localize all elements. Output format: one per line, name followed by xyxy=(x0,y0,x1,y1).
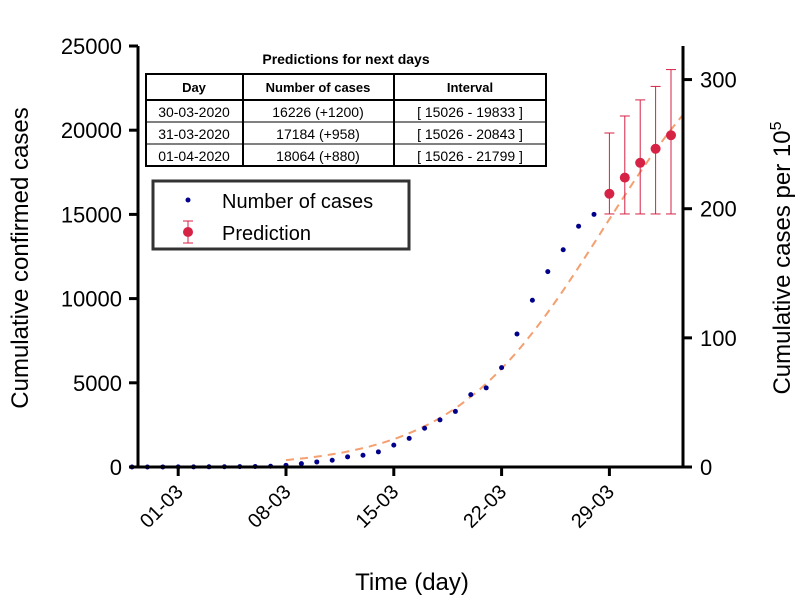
case-point xyxy=(499,365,505,371)
case-point xyxy=(545,269,551,275)
x-ticks: 01-03 08-03 15-03 22-03 29-03 xyxy=(136,467,619,533)
y2-axis-label-text: Cumulative cases per 10 xyxy=(769,130,796,394)
case-point xyxy=(314,459,320,465)
legend: Number of cases Prediction xyxy=(151,179,411,251)
case-point xyxy=(468,392,474,398)
y-tick-label: 0 xyxy=(110,455,122,480)
x-tick-label: 01-03 xyxy=(136,481,188,533)
table-cell: 17184 (+958) xyxy=(276,126,360,142)
y2-tick-label: 0 xyxy=(700,455,712,480)
case-point xyxy=(422,425,428,431)
y2-tick-label: 300 xyxy=(700,68,737,93)
legend-cases-label: Number of cases xyxy=(222,191,373,213)
x-tick-label: 29-03 xyxy=(567,481,619,533)
table-cell: [ 15026 - 21799 ] xyxy=(417,148,523,164)
x-tick-label: 22-03 xyxy=(459,481,511,533)
y-tick-label: 25000 xyxy=(61,34,122,59)
case-point xyxy=(406,435,412,441)
axes xyxy=(136,46,685,469)
case-point xyxy=(483,385,489,391)
table-cell: 18064 (+880) xyxy=(276,148,360,164)
y-tick-label: 15000 xyxy=(61,202,122,227)
table-cell: [ 15026 - 20843 ] xyxy=(417,126,523,142)
legend-cases-marker xyxy=(185,197,191,203)
table-header-interval: Interval xyxy=(447,80,493,95)
case-point xyxy=(437,417,443,423)
case-point xyxy=(360,452,366,458)
case-point xyxy=(298,461,304,467)
y2-axis-label-sup: 5 xyxy=(768,121,785,130)
case-point xyxy=(529,297,535,303)
table-title: Predictions for next days xyxy=(262,51,429,67)
case-point xyxy=(591,211,597,217)
prediction-point xyxy=(619,172,630,183)
table-cell: [ 15026 - 19833 ] xyxy=(417,104,523,120)
error-bars-layer xyxy=(604,69,676,215)
y-axis-label: Cumulative confirmed cases xyxy=(7,107,34,408)
legend-prediction-marker xyxy=(183,227,193,237)
table-cell: 30-03-2020 xyxy=(158,104,230,120)
prediction-point xyxy=(650,143,661,154)
y2-tick-label: 100 xyxy=(700,326,737,351)
table-header-day: Day xyxy=(182,80,207,95)
x-tick-label: 08-03 xyxy=(244,481,296,533)
prediction-point xyxy=(666,130,676,141)
table-cell: 01-04-2020 xyxy=(158,148,230,164)
prediction-point xyxy=(604,188,615,199)
prediction-point xyxy=(635,157,646,168)
x-axis-label: Time (day) xyxy=(355,569,469,596)
table-header-cases: Number of cases xyxy=(266,80,371,95)
case-point xyxy=(514,331,520,337)
prediction-table: Predictions for next days Day Number of … xyxy=(145,51,547,167)
case-point xyxy=(375,449,381,455)
legend-box xyxy=(151,179,411,251)
table-cell: 16226 (+1200) xyxy=(272,104,363,120)
case-point xyxy=(329,457,335,463)
case-point xyxy=(391,442,397,448)
y-tick-label: 20000 xyxy=(61,118,122,143)
x-tick-label: 15-03 xyxy=(352,481,404,533)
y2-tick-label: 200 xyxy=(700,197,737,222)
case-point xyxy=(452,408,458,414)
table-border xyxy=(145,73,547,167)
y-tick-label: 10000 xyxy=(61,287,122,312)
legend-prediction-label: Prediction xyxy=(222,223,311,245)
y-ticks-right: 0 100 200 300 xyxy=(683,68,737,480)
case-point xyxy=(345,454,351,460)
y2-axis-label: Cumulative cases per 105 xyxy=(768,121,796,394)
y-tick-label: 5000 xyxy=(73,371,122,396)
table-cell: 31-03-2020 xyxy=(158,126,230,142)
case-point xyxy=(560,247,566,253)
case-point xyxy=(576,223,582,229)
y-ticks-left: 0 5000 10000 15000 20000 25000 xyxy=(61,34,138,480)
